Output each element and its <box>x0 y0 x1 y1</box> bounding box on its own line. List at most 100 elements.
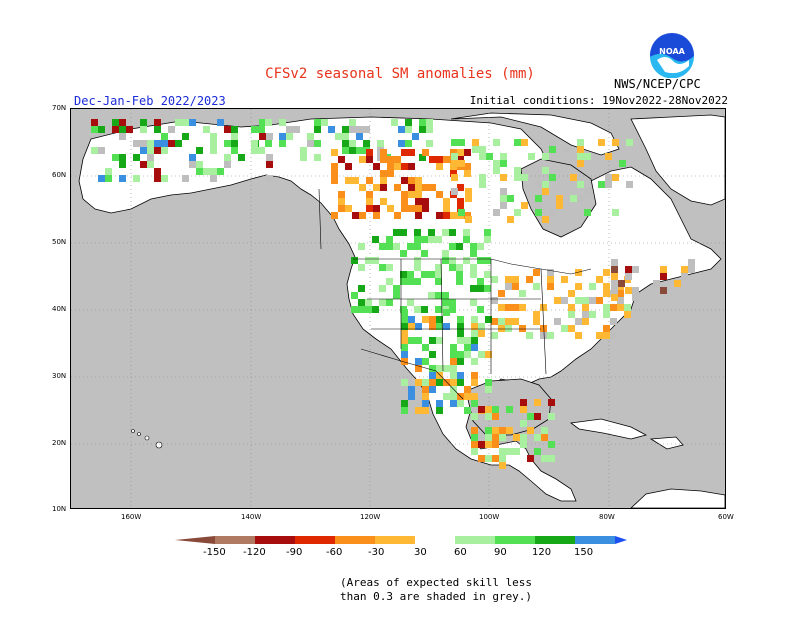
anomaly-cell <box>210 140 217 147</box>
anomaly-cell <box>584 153 591 160</box>
anomaly-cell <box>356 126 363 133</box>
anomaly-cell <box>435 236 442 243</box>
anomaly-cell <box>398 140 405 147</box>
anomaly-cell <box>331 212 338 219</box>
legend-swatch <box>575 536 615 544</box>
anomaly-cell <box>328 126 335 133</box>
map-panel <box>70 108 726 509</box>
anomaly-cell <box>568 325 575 332</box>
anomaly-cell <box>457 323 464 330</box>
anomaly-cell <box>422 344 429 351</box>
anomaly-cell <box>429 372 436 379</box>
anomaly-cell <box>363 126 370 133</box>
anomaly-cell <box>428 236 435 243</box>
anomaly-cell <box>479 146 486 153</box>
anomaly-cell <box>471 379 478 386</box>
anomaly-cell <box>217 168 224 175</box>
anomaly-cell <box>512 283 519 290</box>
anomaly-cell <box>479 181 486 188</box>
anomaly-cell <box>505 283 512 290</box>
anomaly-cell <box>542 181 549 188</box>
anomaly-cell <box>458 209 465 216</box>
anomaly-cell <box>154 140 161 147</box>
anomaly-cell <box>408 177 415 184</box>
anomaly-cell <box>554 318 561 325</box>
anomaly-cell <box>436 191 443 198</box>
anomaly-cell <box>133 140 140 147</box>
anomaly-cell <box>373 163 380 170</box>
anomaly-cell <box>405 140 412 147</box>
anomaly-cell <box>338 205 345 212</box>
anomaly-cell <box>338 156 345 163</box>
anomaly-cell <box>442 292 449 299</box>
anomaly-cell <box>582 311 589 318</box>
land-greenland <box>630 114 725 206</box>
anomaly-cell <box>286 133 293 140</box>
anomaly-cell <box>265 140 272 147</box>
anomaly-cell <box>419 154 426 161</box>
anomaly-cell <box>485 351 492 358</box>
anomaly-cell <box>259 133 266 140</box>
anomaly-cell <box>589 283 596 290</box>
anomaly-cell <box>472 139 479 146</box>
anomaly-cell <box>540 325 547 332</box>
anomaly-cell <box>401 351 408 358</box>
anomaly-cell <box>556 195 563 202</box>
anomaly-cell <box>499 455 506 462</box>
anomaly-cell <box>443 323 450 330</box>
anomaly-cell <box>372 306 379 313</box>
lat-label: 50N <box>52 238 67 246</box>
anomaly-cell <box>470 285 477 292</box>
anomaly-cell <box>408 149 415 156</box>
anomaly-cell <box>386 243 393 250</box>
anomaly-cell <box>436 400 443 407</box>
anomaly-cell <box>456 278 463 285</box>
anomaly-cell <box>408 386 415 393</box>
anomaly-cell <box>386 299 393 306</box>
anomaly-cell <box>380 177 387 184</box>
anomaly-cell <box>470 264 477 271</box>
anomaly-cell <box>286 126 293 133</box>
anomaly-cell <box>91 147 98 154</box>
anomaly-cell <box>314 119 321 126</box>
anomaly-cell <box>366 177 373 184</box>
anomaly-cell <box>457 149 464 156</box>
legend-label: -90 <box>286 547 303 558</box>
anomaly-cell <box>359 156 366 163</box>
anomaly-cell <box>147 161 154 168</box>
anomaly-cell <box>577 160 584 167</box>
legend-swatch <box>215 536 255 544</box>
anomaly-cell <box>408 163 415 170</box>
anomaly-cell <box>300 154 307 161</box>
anomaly-cell <box>514 209 521 216</box>
legend-label: 120 <box>532 547 552 558</box>
anomaly-cell <box>401 407 408 414</box>
anomaly-cell <box>577 146 584 153</box>
anomaly-cell <box>471 427 478 434</box>
anomaly-cell <box>520 420 527 427</box>
anomaly-cell <box>451 160 458 167</box>
anomaly-cell <box>556 202 563 209</box>
anomaly-cell <box>279 119 286 126</box>
anomaly-cell <box>307 133 314 140</box>
anomaly-cell <box>161 140 168 147</box>
anomaly-cell <box>472 146 479 153</box>
anomaly-cell <box>429 379 436 386</box>
anomaly-cell <box>575 318 582 325</box>
anomaly-cell <box>356 133 363 140</box>
anomaly-cell <box>493 209 500 216</box>
anomaly-cell <box>429 316 436 323</box>
anomaly-cell <box>626 139 633 146</box>
anomaly-cell <box>154 126 161 133</box>
legend-arrow-left <box>175 536 215 544</box>
anomaly-cell <box>485 386 492 393</box>
anomaly-cell <box>422 393 429 400</box>
anomaly-cell <box>182 175 189 182</box>
initial-conditions-label: Initial conditions: 19Nov2022-28Nov2022 <box>469 94 728 107</box>
lon-label: 60W <box>718 513 734 521</box>
anomaly-cell <box>415 198 422 205</box>
anomaly-cell <box>624 304 631 311</box>
anomaly-cell <box>457 351 464 358</box>
anomaly-cell <box>519 325 526 332</box>
anomaly-cell <box>401 316 408 323</box>
